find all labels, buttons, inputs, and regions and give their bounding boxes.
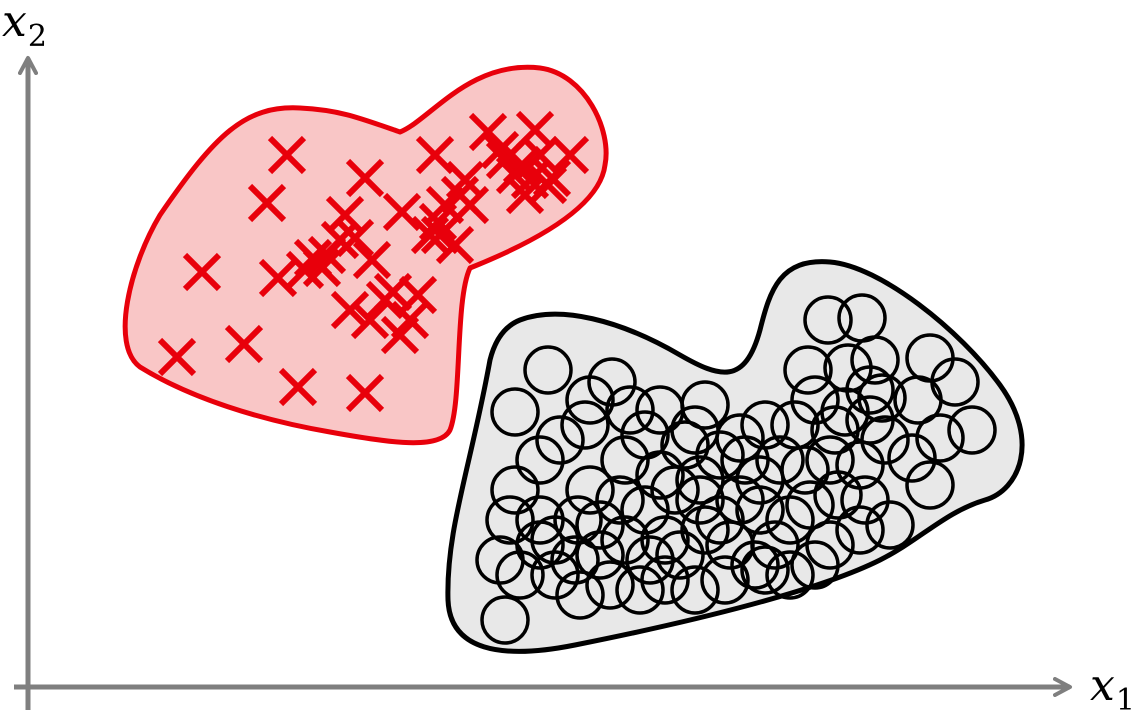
x2-label-base: x (2, 0, 27, 47)
x1-axis-label: x1 (1090, 664, 1135, 708)
x2-label-subscript: 2 (28, 19, 47, 54)
x1-label-base: x (1090, 660, 1115, 711)
x1-label-subscript: 1 (1116, 683, 1135, 718)
x2-axis-label: x2 (2, 0, 47, 44)
